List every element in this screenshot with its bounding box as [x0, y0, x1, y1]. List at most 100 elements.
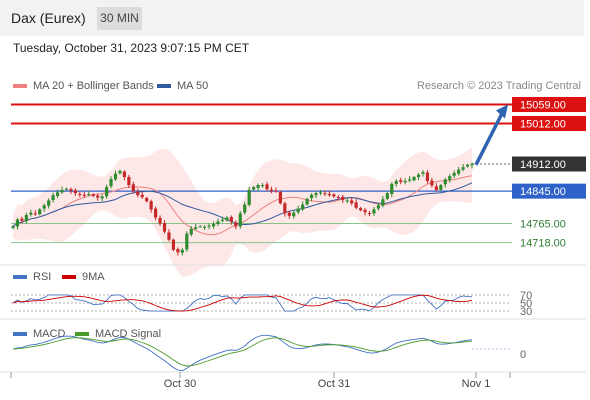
level-label-14912.00: 14912.00 [520, 159, 566, 171]
candle-body [162, 223, 167, 232]
level-label-14718.00: 14718.00 [520, 238, 566, 250]
candle-body [403, 181, 407, 183]
candle-body [416, 174, 421, 177]
candle-body [390, 183, 394, 194]
level-box-14912.00 [512, 156, 586, 172]
candle-body [229, 217, 233, 222]
candle-body [376, 205, 381, 209]
candle-body [425, 172, 430, 182]
candle-body [140, 194, 144, 198]
candle-body [430, 180, 434, 186]
legend-macd-label: MACD [33, 328, 66, 340]
candle-body [136, 191, 140, 196]
candle-body [38, 209, 42, 215]
candle-body [109, 179, 113, 187]
candle-body [399, 180, 403, 182]
rsi-ma-swatch [62, 275, 76, 279]
candle-body [198, 226, 202, 228]
bollinger-band-area [13, 147, 472, 277]
candle-body [149, 201, 153, 210]
projection-arrow-head [496, 104, 508, 119]
candle-body [327, 193, 331, 196]
candle-body [452, 172, 456, 176]
legend-macd-signal: MACD Signal [75, 328, 161, 340]
rsi-swatch [13, 275, 27, 279]
candle-body [439, 185, 443, 190]
macd-signal-swatch [75, 332, 89, 336]
chart-header: Dax (Eurex) 30 MIN [0, 0, 584, 36]
legend-rsi-label: RSI [33, 271, 52, 283]
candle-body [87, 193, 91, 195]
candle-body [189, 228, 193, 235]
candle-body [336, 196, 340, 198]
candle-body [394, 181, 398, 184]
candle-body [51, 195, 55, 201]
macd-zero-label: 0 [520, 349, 526, 361]
legend-rsi-ma-label: 9MA [82, 271, 105, 283]
credit-text: Research © 2023 Trading Central [416, 80, 581, 92]
rsi-ma-line [12, 294, 473, 312]
candle-body [154, 208, 158, 218]
candle-body [358, 208, 363, 211]
level-box-15012.00 [512, 116, 586, 132]
candle-body [11, 226, 15, 228]
ma50-swatch [157, 84, 171, 88]
candle-body [55, 192, 60, 197]
candle-body [421, 172, 425, 174]
candle-body [127, 176, 131, 186]
rsi-level-label: 70 [520, 290, 532, 302]
candle-body [158, 217, 162, 224]
candle-body [278, 191, 282, 204]
candle-body [73, 190, 77, 194]
legend-macd-signal-label: MACD Signal [95, 328, 162, 340]
candle-body [252, 187, 256, 190]
candlesticks [11, 162, 474, 256]
candle-body [274, 190, 278, 192]
candle-body [301, 204, 305, 210]
candle-body [332, 194, 336, 197]
candle-body [354, 202, 358, 208]
candle-body [363, 209, 367, 213]
level-label-15059.00: 15059.00 [520, 100, 566, 112]
moving-averages [12, 175, 473, 236]
candle-body [100, 196, 104, 199]
candle-body [309, 194, 314, 199]
candle-body [47, 200, 51, 206]
legend-bollinger: MA 20 + Bollinger Bands [13, 80, 154, 92]
candle-body [118, 170, 122, 174]
candle-body [225, 217, 229, 221]
legend-ma50-label: MA 50 [177, 80, 209, 92]
bollinger-bands [13, 147, 472, 277]
candle-body [194, 227, 198, 229]
macd-signal-line [12, 337, 473, 367]
ma50-line [12, 182, 473, 227]
candle-body [60, 189, 64, 193]
candle-body [104, 187, 109, 197]
price-levels [11, 103, 512, 244]
candle-body [305, 198, 309, 205]
legend-macd: MACD [13, 328, 65, 340]
candle-body [287, 212, 291, 216]
candle-body [318, 192, 323, 194]
candle-body [434, 186, 438, 190]
level-box-15059.00 [512, 97, 586, 113]
candle-body [243, 204, 247, 213]
bollinger-swatch [13, 84, 27, 88]
candle-body [367, 213, 372, 215]
candle-body [145, 198, 149, 202]
candle-body [216, 221, 220, 224]
candle-body [113, 173, 118, 180]
candle-body [265, 184, 269, 190]
candle-body [465, 164, 470, 167]
candle-body [283, 203, 287, 214]
candle-body [96, 195, 100, 198]
instrument-title: Dax (Eurex) [11, 10, 86, 26]
candle-body [78, 193, 82, 195]
candle-body [207, 225, 211, 227]
candle-body [185, 233, 189, 250]
timeframe-badge[interactable]: 30 MIN [97, 7, 142, 30]
legend-rsi: RSI [13, 271, 51, 283]
x-axis: Oct 30 Oct 31 Nov 1 [0, 264, 586, 390]
legend-bollinger-label: MA 20 + Bollinger Bands [33, 80, 154, 92]
